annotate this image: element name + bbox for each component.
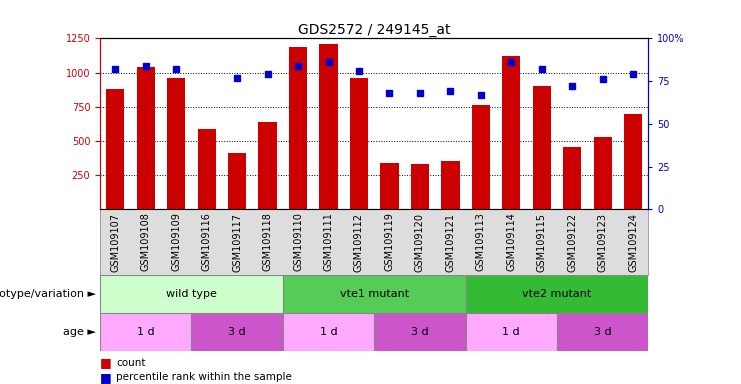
Bar	[283, 313, 374, 351]
Text: GSM109115: GSM109115	[536, 213, 547, 271]
Text: GSM109112: GSM109112	[354, 213, 364, 271]
Text: ■: ■	[100, 356, 112, 369]
Text: GSM109107: GSM109107	[110, 213, 120, 271]
Bar	[198, 129, 216, 209]
Bar	[472, 105, 490, 209]
Text: GSM109120: GSM109120	[415, 213, 425, 271]
Text: genotype/variation ►: genotype/variation ►	[0, 289, 96, 299]
Bar	[136, 67, 155, 209]
Text: GSM109110: GSM109110	[293, 213, 303, 271]
Bar	[563, 147, 582, 209]
Bar	[100, 275, 283, 313]
Text: vte1 mutant: vte1 mutant	[339, 289, 409, 299]
Text: GSM109123: GSM109123	[598, 213, 608, 271]
Bar	[380, 164, 399, 209]
Bar	[411, 164, 429, 209]
Bar	[283, 275, 465, 313]
Bar	[557, 313, 648, 351]
Text: GSM109122: GSM109122	[567, 213, 577, 271]
Text: GSM109121: GSM109121	[445, 213, 456, 271]
Text: 1 d: 1 d	[137, 327, 155, 337]
Bar	[106, 89, 124, 209]
Text: GSM109108: GSM109108	[141, 213, 150, 271]
Bar	[502, 56, 520, 209]
Bar	[441, 161, 459, 209]
Text: 1 d: 1 d	[502, 327, 520, 337]
Text: GSM109114: GSM109114	[506, 213, 516, 271]
Bar	[100, 313, 191, 351]
Text: wild type: wild type	[166, 289, 217, 299]
Text: age ►: age ►	[64, 327, 96, 337]
Bar	[259, 122, 276, 209]
Text: 3 d: 3 d	[411, 327, 429, 337]
Bar	[167, 78, 185, 209]
Text: 3 d: 3 d	[594, 327, 611, 337]
Bar	[374, 313, 465, 351]
Text: 3 d: 3 d	[228, 327, 246, 337]
Text: 1 d: 1 d	[319, 327, 337, 337]
Text: GSM109111: GSM109111	[324, 213, 333, 271]
Bar	[465, 275, 648, 313]
Bar	[624, 114, 642, 209]
Text: GSM109116: GSM109116	[202, 213, 212, 271]
Bar	[228, 152, 246, 209]
Text: GSM109109: GSM109109	[171, 213, 182, 271]
Text: GSM109113: GSM109113	[476, 213, 486, 271]
Text: percentile rank within the sample: percentile rank within the sample	[116, 372, 292, 382]
Bar	[533, 86, 551, 209]
Bar	[289, 47, 308, 209]
Text: GSM109117: GSM109117	[232, 213, 242, 271]
Title: GDS2572 / 249145_at: GDS2572 / 249145_at	[298, 23, 451, 37]
Text: GSM109124: GSM109124	[628, 213, 638, 271]
Bar	[319, 44, 338, 209]
Text: count: count	[116, 358, 146, 368]
Bar	[465, 313, 557, 351]
Bar	[191, 313, 283, 351]
Text: GSM109118: GSM109118	[262, 213, 273, 271]
Bar	[350, 78, 368, 209]
Bar	[594, 137, 612, 209]
Text: vte2 mutant: vte2 mutant	[522, 289, 591, 299]
Text: GSM109119: GSM109119	[385, 213, 394, 271]
Text: ■: ■	[100, 371, 112, 384]
